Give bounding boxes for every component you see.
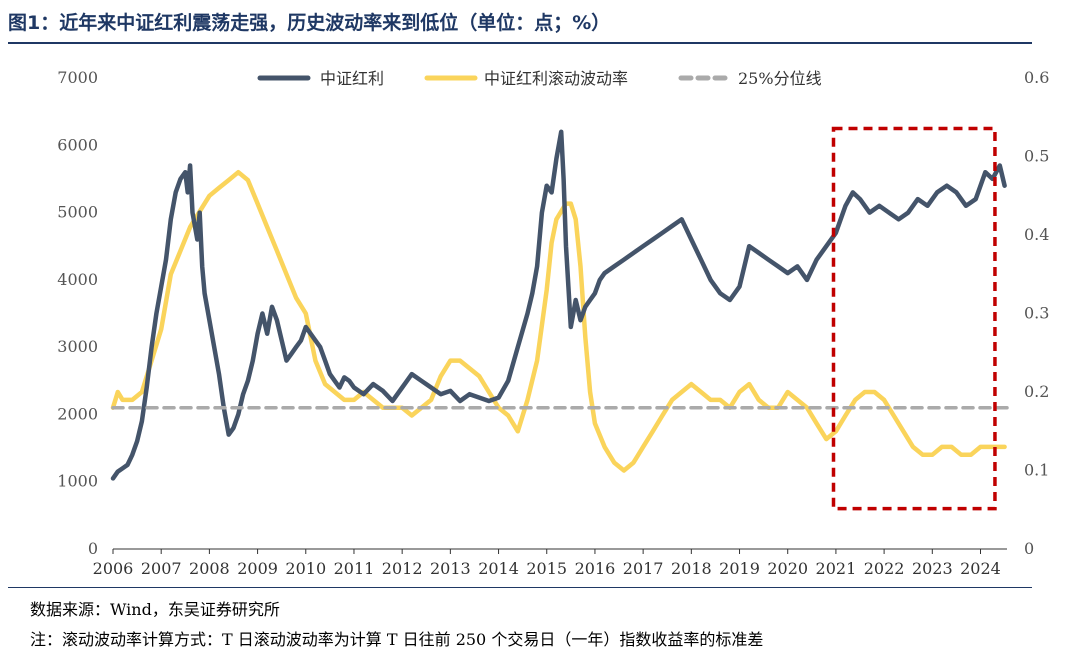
volatility-line — [110, 169, 1007, 473]
x-tick-label: 2011 — [334, 559, 375, 578]
left-tick-label: 7000 — [57, 68, 98, 87]
left-tick-label: 0 — [88, 539, 98, 558]
footnote: 注：滚动波动率计算方式：T 日滚动波动率为计算 T 日往前 250 个交易日（一… — [30, 630, 764, 649]
footer-rule — [8, 587, 1032, 588]
right-tick-label: 0.1 — [1024, 461, 1049, 480]
x-tick-label: 2010 — [285, 559, 326, 578]
x-tick-label: 2006 — [93, 559, 134, 578]
chart-canvas: 0 1000 2000 3000 4000 5000 6000 7000 0 0.1 0.2 0.3… — [57, 68, 1049, 578]
left-tick-label: 4000 — [57, 270, 98, 289]
legend-label: 25%分位线 — [738, 69, 822, 88]
x-tick-label: 2020 — [767, 559, 808, 578]
x-tick-label: 2023 — [912, 559, 953, 578]
left-tick-label: 5000 — [57, 203, 98, 222]
x-tick-label: 2013 — [430, 559, 471, 578]
right-tick-label: 0.6 — [1024, 68, 1049, 87]
legend: 中证红利 中证红利滚动波动率 25%分位线 — [257, 69, 822, 88]
right-tick-label: 0.2 — [1024, 382, 1049, 401]
right-tick-label: 0.3 — [1024, 304, 1049, 323]
x-tick-label: 2017 — [623, 559, 664, 578]
left-tick-label: 1000 — [57, 472, 98, 491]
x-tick-label: 2021 — [816, 559, 857, 578]
x-axis: 2006 2007 2008 2009 2010 2011 2012 2013 2014 2015… — [93, 549, 1001, 578]
left-tick-label: 3000 — [57, 337, 98, 356]
data-source: 数据来源：Wind，东吴证券研究所 — [30, 600, 280, 619]
left-tick-label: 2000 — [57, 404, 98, 423]
x-tick-label: 2008 — [189, 559, 230, 578]
right-axis: 0 0.1 0.2 0.3 0.4 0.5 0.6 — [1024, 68, 1049, 558]
x-tick-label: 2022 — [864, 559, 905, 578]
x-tick-label: 2012 — [382, 559, 423, 578]
title-rule — [8, 42, 1032, 44]
right-tick-label: 0.4 — [1024, 225, 1049, 244]
left-axis: 0 1000 2000 3000 4000 5000 6000 7000 — [57, 68, 98, 558]
x-tick-label: 2009 — [237, 559, 278, 578]
left-tick-label: 6000 — [57, 135, 98, 154]
x-tick-label: 2024 — [960, 559, 1001, 578]
x-tick-label: 2018 — [671, 559, 712, 578]
x-tick-label: 2007 — [141, 559, 182, 578]
legend-label: 中证红利 — [320, 69, 384, 88]
right-tick-label: 0 — [1024, 539, 1034, 558]
x-tick-label: 2014 — [478, 559, 519, 578]
x-tick-label: 2016 — [575, 559, 616, 578]
index-line — [110, 129, 1007, 481]
legend-label: 中证红利滚动波动率 — [484, 69, 628, 88]
x-tick-label: 2019 — [719, 559, 760, 578]
x-tick-label: 2015 — [526, 559, 567, 578]
right-tick-label: 0.5 — [1024, 147, 1049, 166]
highlight-box — [831, 126, 997, 511]
chart-title: 图1：近年来中证红利震荡走强，历史波动率来到低位（单位：点；%） — [8, 12, 611, 34]
